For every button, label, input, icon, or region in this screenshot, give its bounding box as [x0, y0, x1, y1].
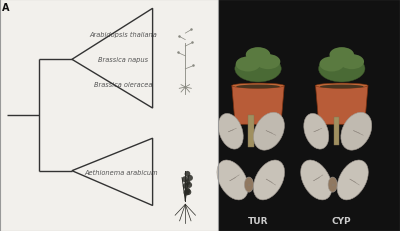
Ellipse shape	[236, 85, 280, 89]
Ellipse shape	[320, 57, 344, 72]
Ellipse shape	[235, 56, 281, 82]
Ellipse shape	[318, 56, 365, 82]
Polygon shape	[316, 86, 368, 125]
Text: TUR: TUR	[248, 216, 268, 225]
Ellipse shape	[337, 160, 368, 200]
Ellipse shape	[330, 48, 354, 63]
Ellipse shape	[218, 114, 243, 149]
Text: Arabidopsis thaliana: Arabidopsis thaliana	[89, 32, 157, 38]
Polygon shape	[232, 86, 284, 125]
Ellipse shape	[187, 175, 193, 181]
Ellipse shape	[253, 160, 284, 200]
Ellipse shape	[232, 84, 284, 89]
Ellipse shape	[186, 182, 192, 188]
Ellipse shape	[182, 176, 188, 182]
Text: B: B	[220, 3, 227, 13]
Text: A: A	[2, 3, 10, 13]
Ellipse shape	[328, 177, 337, 192]
Ellipse shape	[301, 160, 332, 200]
Text: CYP: CYP	[332, 216, 352, 225]
Ellipse shape	[341, 113, 372, 150]
Ellipse shape	[304, 114, 329, 149]
Ellipse shape	[217, 160, 248, 200]
Ellipse shape	[184, 179, 190, 185]
Ellipse shape	[236, 57, 260, 72]
Ellipse shape	[184, 171, 190, 177]
Text: Brassica napus: Brassica napus	[98, 57, 148, 63]
Ellipse shape	[316, 84, 368, 89]
Ellipse shape	[340, 55, 364, 70]
Bar	[218, 0, 400, 231]
Ellipse shape	[183, 183, 188, 189]
Ellipse shape	[184, 190, 189, 196]
Ellipse shape	[256, 55, 280, 70]
Text: Aethionema arabicum: Aethionema arabicum	[84, 169, 158, 175]
FancyBboxPatch shape	[334, 118, 339, 146]
Ellipse shape	[320, 85, 364, 89]
Ellipse shape	[186, 189, 191, 195]
Ellipse shape	[254, 113, 284, 150]
FancyBboxPatch shape	[248, 116, 254, 148]
Ellipse shape	[244, 177, 254, 192]
Ellipse shape	[184, 188, 190, 194]
Text: Brassica oleracea: Brassica oleracea	[94, 81, 152, 87]
Ellipse shape	[246, 48, 270, 63]
